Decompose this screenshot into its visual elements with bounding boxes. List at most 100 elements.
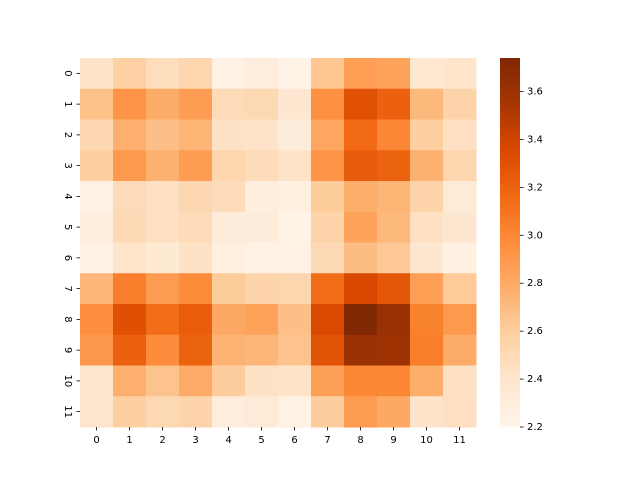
heatmap-cell <box>212 396 246 428</box>
x-tick-label: 4 <box>225 435 231 446</box>
heatmap-cell <box>245 88 279 120</box>
heatmap-cell <box>113 150 147 182</box>
heatmap-cell <box>311 150 345 182</box>
heatmap-cell <box>311 88 345 120</box>
heatmap-cell <box>344 119 378 151</box>
heatmap-cell <box>245 273 279 305</box>
heatmap-cell <box>410 58 444 90</box>
heatmap-cell <box>113 396 147 428</box>
heatmap-cell <box>146 304 180 336</box>
heatmap-cell <box>344 58 378 90</box>
heatmap-cell <box>146 181 180 213</box>
colorbar: 2.2 2.4 2.6 2.8 3.0 3.2 3.4 3.6 <box>500 58 543 433</box>
heatmap-cell <box>146 88 180 120</box>
heatmap-cell <box>377 273 411 305</box>
x-tick-label: 6 <box>291 435 297 446</box>
heatmap-cell <box>245 396 279 428</box>
x-tick-label: 11 <box>453 435 466 446</box>
heatmap-cell <box>344 304 378 336</box>
heatmap-cell <box>311 119 345 151</box>
colorbar-gradient <box>500 58 520 427</box>
heatmap-cell <box>146 211 180 243</box>
colorbar-tick-label: 3.2 <box>527 182 543 193</box>
y-tick-label: 4 <box>62 193 73 199</box>
x-tick-label: 3 <box>192 435 198 446</box>
heatmap-cell <box>212 58 246 90</box>
heatmap-cell <box>344 273 378 305</box>
heatmap-cell <box>311 304 345 336</box>
heatmap-cell <box>410 242 444 274</box>
heatmap-cell <box>443 365 477 397</box>
heatmap-cell <box>245 304 279 336</box>
heatmap-cell <box>113 88 147 120</box>
heatmap-cell <box>245 211 279 243</box>
heatmap-cell <box>113 242 147 274</box>
x-tick-label: 5 <box>258 435 264 446</box>
heatmap-cell <box>377 58 411 90</box>
x-tick-label: 7 <box>324 435 330 446</box>
heatmap-cell <box>80 119 114 151</box>
heatmap-cell <box>278 58 312 90</box>
y-tick-label: 3 <box>62 162 73 168</box>
heatmap-cell <box>443 334 477 366</box>
heatmap-cell <box>80 396 114 428</box>
heatmap-cell <box>344 88 378 120</box>
heatmap-cell <box>278 181 312 213</box>
heatmap-cell <box>245 365 279 397</box>
heatmap-cell <box>179 88 213 120</box>
heatmap-cell <box>212 211 246 243</box>
heatmap-cell <box>377 181 411 213</box>
heatmap-cell <box>146 150 180 182</box>
heatmap-cell <box>311 365 345 397</box>
heatmap-cell <box>80 181 114 213</box>
heatmap-cells <box>80 58 477 428</box>
heatmap-cell <box>377 365 411 397</box>
heatmap-cell <box>146 334 180 366</box>
heatmap-cell <box>410 119 444 151</box>
heatmap-cell <box>278 365 312 397</box>
x-tick-label: 9 <box>390 435 396 446</box>
heatmap-cell <box>410 396 444 428</box>
heatmap-cell <box>179 242 213 274</box>
heatmap-cell <box>344 181 378 213</box>
x-tick-label: 10 <box>420 435 433 446</box>
heatmap-cell <box>377 150 411 182</box>
heatmap-cell <box>212 365 246 397</box>
heatmap-cell <box>443 119 477 151</box>
x-tick-label: 1 <box>126 435 132 446</box>
heatmap-cell <box>212 304 246 336</box>
heatmap-cell <box>443 58 477 90</box>
heatmap-cell <box>377 334 411 366</box>
heatmap-cell <box>410 273 444 305</box>
heatmap-cell <box>179 150 213 182</box>
heatmap-cell <box>344 396 378 428</box>
heatmap-cell <box>344 334 378 366</box>
heatmap-cell <box>80 304 114 336</box>
heatmap-cell <box>212 119 246 151</box>
heatmap-cell <box>344 242 378 274</box>
heatmap-cell <box>311 273 345 305</box>
heatmap-cell <box>377 119 411 151</box>
heatmap-cell <box>113 273 147 305</box>
heatmap-cell <box>443 304 477 336</box>
heatmap-cell <box>113 181 147 213</box>
heatmap-cell <box>245 242 279 274</box>
heatmap-cell <box>146 273 180 305</box>
heatmap-cell <box>146 58 180 90</box>
heatmap-cell <box>179 273 213 305</box>
heatmap-cell <box>212 273 246 305</box>
heatmap-cell <box>146 242 180 274</box>
heatmap-cell <box>245 181 279 213</box>
heatmap-cell <box>278 211 312 243</box>
y-axis: 0 1 2 3 4 5 6 7 8 9 10 11 <box>62 70 80 418</box>
heatmap-cell <box>410 150 444 182</box>
heatmap-cell <box>311 334 345 366</box>
heatmap-cell <box>212 150 246 182</box>
heatmap-cell <box>146 396 180 428</box>
heatmap-cell <box>443 88 477 120</box>
heatmap-cell <box>410 365 444 397</box>
heatmap-cell <box>179 58 213 90</box>
heatmap-cell <box>179 181 213 213</box>
colorbar-tick-label: 2.8 <box>527 278 543 289</box>
y-tick-label: 10 <box>62 375 73 388</box>
